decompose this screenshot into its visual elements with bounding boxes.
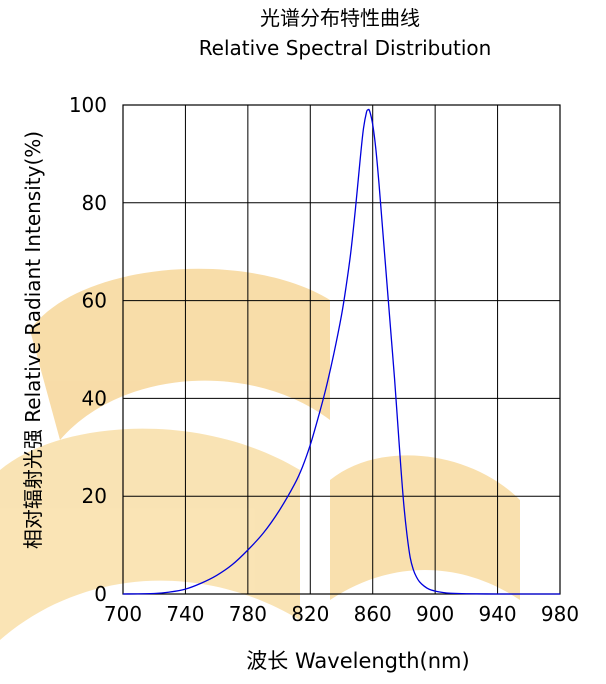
y-tick-label: 60 bbox=[82, 289, 107, 313]
plot-border bbox=[122, 104, 561, 595]
x-tick-labels: 700 740 780 820 860 900 940 980 bbox=[104, 602, 579, 626]
y-tick-label: 20 bbox=[82, 484, 107, 508]
chart-title: 光谱分布特性曲线 bbox=[260, 6, 420, 30]
y-tick-label: 100 bbox=[69, 93, 107, 117]
y-tick-label: 0 bbox=[94, 582, 107, 606]
spectral-curve-line bbox=[122, 108, 560, 595]
x-tick-label: 780 bbox=[229, 602, 267, 626]
x-tick-label: 980 bbox=[541, 602, 579, 626]
watermark bbox=[0, 268, 520, 640]
x-tick-label: 700 bbox=[104, 602, 142, 626]
x-tick-label: 940 bbox=[478, 602, 516, 626]
chart-subtitle: Relative Spectral Distribution bbox=[199, 36, 492, 60]
series-layer bbox=[122, 108, 560, 595]
plot-frame bbox=[122, 104, 561, 595]
x-axis-label: 波长 Wavelength(nm) bbox=[246, 649, 469, 673]
y-tick-label: 80 bbox=[82, 191, 107, 215]
x-tick-label: 860 bbox=[354, 602, 392, 626]
y-tick-label: 40 bbox=[82, 386, 107, 410]
x-tick-label: 740 bbox=[166, 602, 204, 626]
y-axis-label: 相对辐射光强 Relative Radiant Intensity(%) bbox=[21, 131, 45, 549]
x-tick-label: 900 bbox=[416, 602, 454, 626]
y-tick-labels: 0 20 40 60 80 100 bbox=[69, 93, 107, 606]
x-tick-label: 820 bbox=[291, 602, 329, 626]
